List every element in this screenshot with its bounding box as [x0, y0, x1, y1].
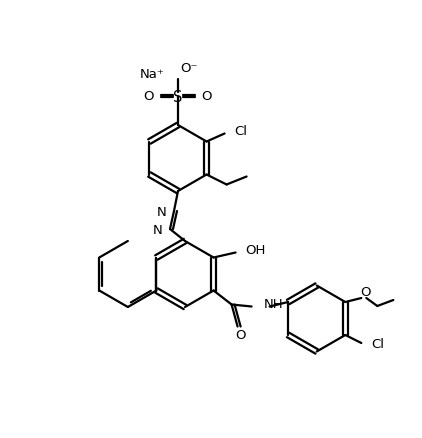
Text: O: O [202, 91, 212, 103]
Text: N: N [152, 225, 162, 237]
Text: O: O [360, 286, 371, 300]
Text: OH: OH [246, 244, 266, 257]
Text: O: O [235, 329, 246, 342]
Text: O⁻: O⁻ [180, 61, 197, 74]
Text: Cl: Cl [235, 125, 248, 138]
Text: N: N [156, 206, 166, 219]
Text: O: O [144, 91, 154, 103]
Text: S: S [173, 89, 183, 105]
Text: NH: NH [264, 298, 283, 311]
Text: Cl: Cl [371, 339, 384, 352]
Text: Na⁺: Na⁺ [140, 68, 165, 81]
